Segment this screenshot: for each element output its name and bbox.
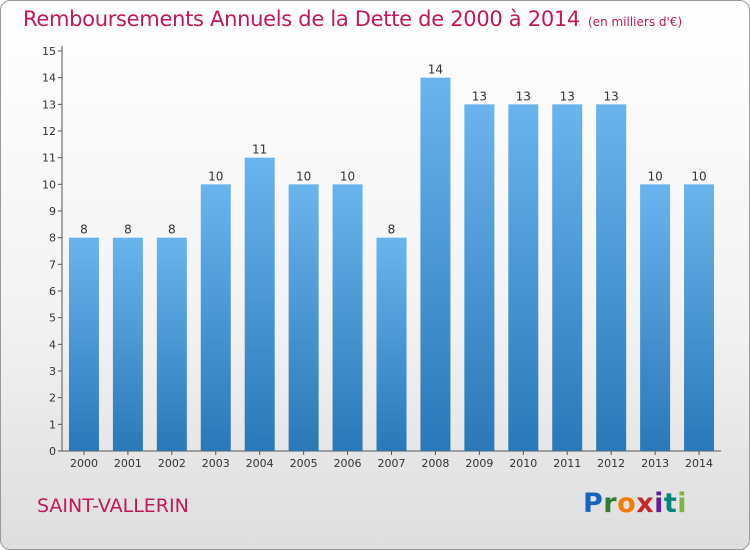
data-label: 13 (472, 89, 487, 103)
bar-2000 (68, 237, 99, 451)
x-tick-label: 2000 (70, 457, 98, 470)
proxiti-logo: Proxiti (583, 488, 688, 519)
x-tick-label: 2001 (114, 457, 142, 470)
y-tick-label: 0 (49, 445, 56, 458)
y-tick-label: 13 (42, 98, 56, 111)
data-label: 10 (340, 169, 355, 183)
title-text: Remboursements Annuels de la Dette de 20… (23, 7, 580, 31)
x-tick-label: 2014 (685, 457, 713, 470)
data-label: 13 (604, 89, 619, 103)
y-tick-label: 4 (49, 338, 56, 351)
x-tick-label: 2011 (553, 457, 581, 470)
bar-2006 (332, 184, 363, 452)
data-label: 8 (80, 223, 88, 237)
bar-2002 (156, 237, 187, 451)
data-label: 10 (208, 169, 223, 183)
data-label: 8 (388, 223, 396, 237)
x-tick-label: 2013 (641, 457, 669, 470)
bar-2009 (464, 104, 495, 451)
bar-2008 (420, 77, 451, 452)
data-label: 14 (428, 63, 443, 77)
data-label: 8 (168, 223, 176, 237)
x-tick-label: 2008 (421, 457, 449, 470)
x-tick-label: 2006 (334, 457, 362, 470)
y-tick-label: 5 (49, 312, 56, 325)
y-tick-label: 7 (49, 258, 56, 271)
chart-bars (68, 77, 715, 452)
x-tick-label: 2002 (158, 457, 186, 470)
bar-2007 (376, 237, 407, 451)
chart-data-labels: 8 8 8 10 11 10 10 8 14 13 13 13 13 10 10 (80, 63, 707, 237)
data-label: 10 (691, 169, 706, 183)
x-tick-label: 2012 (597, 457, 625, 470)
chart-title: Remboursements Annuels de la Dette de 20… (23, 7, 682, 31)
y-tick-label: 3 (49, 365, 56, 378)
x-tick-label: 2003 (202, 457, 230, 470)
y-tick-label: 12 (42, 125, 56, 138)
data-label: 10 (647, 169, 662, 183)
bar-2001 (112, 237, 143, 451)
data-label: 11 (252, 143, 267, 157)
y-tick-label: 2 (49, 392, 56, 405)
commune-name: SAINT-VALLERIN (37, 495, 189, 517)
x-tick-label: 2007 (378, 457, 406, 470)
y-tick-label: 14 (42, 72, 56, 85)
y-tick-label: 1 (49, 418, 56, 431)
bar-2011 (552, 104, 583, 451)
y-tick-label: 15 (42, 45, 56, 58)
y-tick-label: 10 (42, 178, 56, 191)
bar-2005 (288, 184, 319, 452)
bar-2004 (244, 157, 275, 451)
data-label: 10 (296, 169, 311, 183)
x-tick-label: 2010 (509, 457, 537, 470)
bar-2014 (684, 184, 715, 452)
data-label: 8 (124, 223, 132, 237)
bar-2003 (200, 184, 231, 452)
y-tick-label: 6 (49, 285, 56, 298)
bar-2012 (596, 104, 627, 451)
x-tick-label: 2004 (246, 457, 274, 470)
x-tick-label: 2005 (290, 457, 318, 470)
y-tick-label: 11 (42, 152, 56, 165)
bar-2010 (508, 104, 539, 451)
y-tick-label: 8 (49, 232, 56, 245)
data-label: 13 (516, 89, 531, 103)
x-tick-label: 2009 (465, 457, 493, 470)
y-tick-label: 9 (49, 205, 56, 218)
chart-unit: (en milliers d'€) (588, 15, 683, 29)
bar-2013 (640, 184, 671, 452)
data-label: 13 (560, 89, 575, 103)
